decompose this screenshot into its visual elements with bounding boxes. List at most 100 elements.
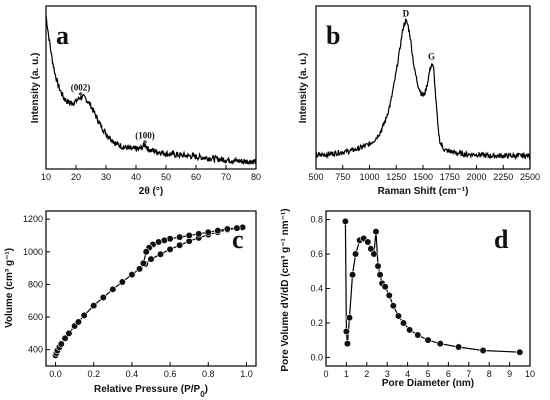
panel-d-data-point [341,217,349,225]
panel-d-x-tick-label: 6 [446,369,451,379]
panel-c-data-point [99,293,107,302]
panel-d-y-tick-label: 0.2 [310,318,323,328]
panel-c-data-point [176,241,184,249]
panel-d-x-tick-label: 1 [344,369,349,379]
panel-c-data-point [185,231,193,240]
panel-c-data-point [135,265,144,273]
panel-d-y-label: Pore Volume dV/dD (cm³ g⁻¹ nm⁻¹) [280,208,291,371]
panel-d-data-point [370,250,378,258]
panel-d-y-tick-label: 0.6 [310,249,323,259]
panel-d-x-tick-label: 10 [525,369,535,379]
panel-b-series-line [315,18,531,161]
panel-c-data-point [223,225,231,233]
panel-c-data-point [139,259,147,267]
panel-a: 10 20 30 40 50 60 70 80 (002)*(100)* a 2θ (°) I… [30,5,261,197]
panel-d-data-point [381,283,389,291]
panel-b-x-tick-label: 1000 [359,172,379,182]
panel-c-data-point [118,278,126,286]
panel-b-annotation: D [403,9,410,19]
panel-d-data-point [343,340,352,348]
panel-b-x-tick-label: 2000 [466,172,486,182]
panel-d-data-point [351,250,360,258]
panel-c: 0.0 0.2 0.4 0.6 0.8 1.0 400 600 800 1000 1200 c Re… [4,210,257,399]
panel-c-y-tick-label: 1200 [23,214,43,224]
panel-d-data-point [348,271,357,279]
panel-c-data-point [156,250,165,258]
panel-c-data-point [80,311,88,320]
panel-c-y-tick-label: 1000 [23,247,43,257]
panel-c-x-label: Relative Pressure (P/P0) [94,384,208,399]
panel-d-y-tick-label: 0.4 [310,284,323,294]
panel-d-data-point [516,348,524,356]
panel-d-data-point [406,326,414,334]
panel-d-data-point [424,336,432,344]
panel-a-annotation: (100) [135,130,155,140]
panel-c-data-point [233,224,241,232]
panel-b-x-tick-label: 2500 [520,172,540,182]
panel-d-data-point [394,312,403,320]
panel-b-annotation: G [428,51,435,61]
panel-d-data-point [436,340,444,348]
panel-a-x-tick-label: 80 [251,172,261,182]
panel-c-data-point [166,245,174,253]
panel-d-x-tick-label: 2 [364,369,369,379]
panel-a-annotation: (002) [71,83,91,93]
panel-c-data-point [204,228,212,236]
panel-c-letter: c [232,225,244,254]
panel-c-data-point [176,233,184,241]
panel-a-peak-marker: * [78,91,83,101]
panel-b-y-label: Intensity (a. u.) [298,53,309,124]
panel-c-data-point [214,226,222,235]
panel-a-series-line [45,15,257,166]
panel-d-x-tick-label: 5 [425,369,430,379]
panel-b-x-tick-label: 2250 [493,172,513,182]
panel-a-peak-marker: * [143,138,148,148]
panel-a-x-tick-label: 60 [191,172,201,182]
panel-c-data-point [147,255,155,263]
panel-d-data-point [374,262,382,270]
panel-d-data-point [399,319,408,327]
panel-d-data-point [389,302,397,310]
panel-c-x-tick-label: 0.4 [126,369,139,379]
panel-c-data-point [195,230,203,238]
panel-c-y-tick-label: 400 [28,345,43,355]
panel-c-y-tick-label: 800 [28,279,43,289]
panel-d-x-tick-label: 7 [466,369,471,379]
panel-c-x-tick-label: 1.0 [240,369,253,379]
panel-d-y-tick-label: 0.0 [310,352,323,362]
panel-a-x-tick-label: 10 [41,172,51,182]
panel-c-x-tick-label: 0.8 [202,369,215,379]
panel-b-x-tick-label: 1250 [386,172,406,182]
panel-c-y-label: Volume (cm³ g⁻¹) [4,248,15,328]
panel-b-x-label: Raman Shift (cm⁻¹) [378,186,469,197]
panel-c-data-point [142,248,150,256]
panel-a-x-tick-label: 50 [161,172,171,182]
panel-c-data-point [65,329,73,337]
panel-a-x-tick-label: 40 [131,172,141,182]
panel-d: 0 1 2 3 4 5 6 7 8 9 10 0.0 0.2 0.4 0.6 0.8 d Pore Diame… [280,208,535,389]
panel-c-data-point [90,302,98,310]
panel-b-x-tick-label: 1500 [413,172,433,182]
panel-c-data-point [57,340,65,348]
panel-b: 500 750 1000 1250 1500 1750 2000 2250 2500 DG b … [298,5,540,197]
panel-d-x-tick-label: 4 [405,369,410,379]
panel-d-data-point [376,271,384,279]
panel-c-x-label-sub: 0 [200,390,205,399]
panel-b-x-tick-label: 1750 [440,172,460,182]
panel-c-x-label-end: ) [205,384,208,395]
panel-b-x-tick-label: 500 [308,172,323,182]
panel-b-letter: b [326,21,340,50]
panel-c-data-point [61,334,69,342]
panel-d-data-point [342,327,351,336]
panel-d-y-tick-label: 0.8 [310,215,323,225]
panel-d-x-tick-label: 9 [507,369,512,379]
panel-c-data-point [128,271,136,279]
panel-d-data-point [385,291,393,299]
panel-c-data-point [109,285,117,293]
panel-a-y-label: Intensity (a. u.) [30,53,41,124]
panel-d-x-tick-label: 0 [323,369,328,379]
panel-c-frame [45,210,257,367]
panel-d-x-label: Pore Diameter (nm) [382,378,474,389]
panel-d-data-point [455,343,463,351]
panel-a-x-tick-label: 70 [221,172,231,182]
